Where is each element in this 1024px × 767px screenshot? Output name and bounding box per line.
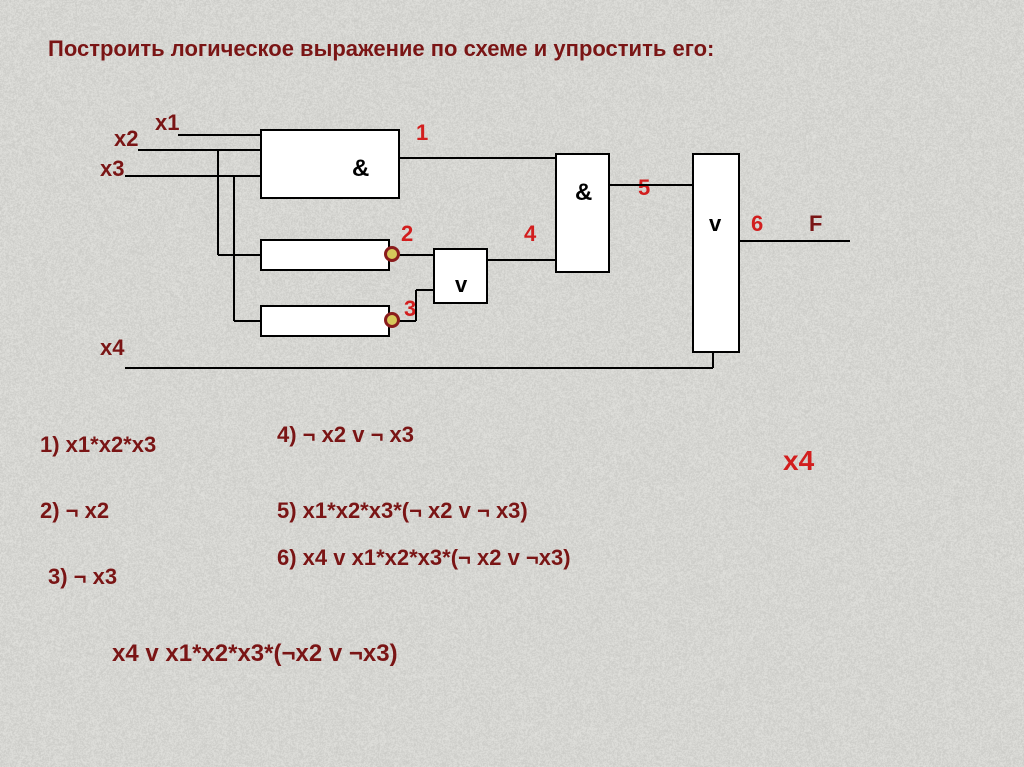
gate-not-3 <box>260 305 390 337</box>
gate-and-1: & <box>260 129 400 199</box>
answer-6: 6) х4 v х1*х2*х3*(¬ х2 v ¬х3) <box>277 545 571 571</box>
answer-4: 4) ¬ х2 v ¬ х3 <box>277 422 414 448</box>
answer-5: 5) х1*х2*х3*(¬ х2 v ¬ х3) <box>277 498 528 524</box>
gate-or-6: v <box>692 153 740 353</box>
diagram-stage: Построить логическое выражение по схеме … <box>0 0 1024 767</box>
and-symbol: & <box>352 155 369 183</box>
answer-1: 1) х1*х2*х3 <box>40 432 156 458</box>
or-symbol: v <box>709 211 721 237</box>
answer-3: 3) ¬ х3 <box>48 564 117 590</box>
and-symbol: & <box>575 179 592 207</box>
not-circle-icon <box>384 246 400 262</box>
or-symbol: v <box>455 272 467 298</box>
answer-2: 2) ¬ х2 <box>40 498 109 524</box>
gate-not-2 <box>260 239 390 271</box>
answer-final: х4 v х1*х2*х3*(¬х2 v ¬х3) <box>112 640 398 668</box>
answer-x4-highlight: х4 <box>783 445 814 477</box>
not-circle-icon <box>384 312 400 328</box>
gate-and-5: & <box>555 153 610 273</box>
gate-or-4: v <box>433 248 488 304</box>
